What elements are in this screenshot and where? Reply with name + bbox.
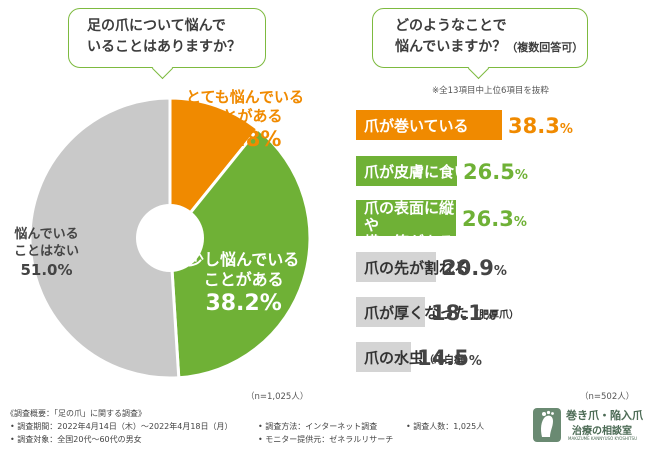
pie-value-very: 10.8% xyxy=(208,127,282,151)
pie-label-very-line1: とても悩んでいる xyxy=(186,88,305,106)
bar-label-main: 爪の水虫 xyxy=(364,349,425,367)
bar-label: 爪の水虫（爪白癬） xyxy=(364,347,474,368)
pie-label-none: 悩んでいる ことはない 51.0% xyxy=(14,226,79,280)
pie-chart xyxy=(28,96,312,380)
bar-curled-nail: 爪が巻いている xyxy=(356,110,502,140)
bar-nail-fungus: 爪の水虫（爪白癬） xyxy=(356,342,474,372)
bubble-tail xyxy=(467,57,490,80)
footer-period: • 調査期間：2022年4月14日（木）～2022年4月18日（月） xyxy=(10,422,233,431)
pie-label-little: 少し悩んでいる ことがある 38.2% xyxy=(188,250,299,318)
left-question-bubble: 足の爪について悩んで いることはありますか？ xyxy=(68,8,266,80)
bar-label-main: 爪が巻いている xyxy=(364,117,469,135)
bar-value: 38.3% xyxy=(508,114,573,138)
bar-label-sub: （爪白癬） xyxy=(424,355,475,366)
pie-label-none-line1: 悩んでいる xyxy=(14,227,79,242)
pie-label-little-line1: 少し悩んでいる xyxy=(188,250,300,269)
bar-label: 爪が厚くなった（肥厚爪） xyxy=(364,302,519,323)
bar-ridges: 爪の表面に縦や 横の筋がある xyxy=(356,200,456,251)
right-question-line1: どのようなことで xyxy=(395,18,507,34)
footer-count: • 調査人数：1,025人 xyxy=(406,422,485,431)
pie-label-none-line2: ことはない xyxy=(14,244,80,259)
pie-center-hole xyxy=(136,204,204,272)
bar-label: 爪の先が割れる xyxy=(364,257,469,278)
bar-label: 爪が巻いている xyxy=(364,115,469,136)
bar-label: 爪が皮膚に食い込む xyxy=(364,161,499,182)
left-question-line2: いることはありますか？ xyxy=(87,39,241,55)
bar-thick-nail: 爪が厚くなった（肥厚爪） xyxy=(356,297,519,327)
bar-label: 爪の表面に縦や 横の筋がある xyxy=(364,200,456,251)
bar-label-main: 爪の表面に縦や xyxy=(364,199,455,234)
bar-ingrown-nail: 爪が皮膚に食い込む xyxy=(356,156,499,186)
pie-value-none: 51.0% xyxy=(20,261,73,279)
right-question-line2: 悩んでいますか？ xyxy=(395,39,507,55)
bar-value: 18.1% xyxy=(431,301,496,325)
bar-label-main: 爪が皮膚に食い込む xyxy=(364,163,500,181)
bar-value: 26.3% xyxy=(462,207,527,231)
bar-value: 26.5% xyxy=(463,160,528,184)
bar-label-main2: 横の筋がある xyxy=(364,233,455,251)
right-question-bubble: どのようなことで 悩んでいますか？（複数回答可） xyxy=(372,8,588,80)
pie-label-little-line2: ことがある xyxy=(203,270,284,289)
pie-value-little: 38.2% xyxy=(205,291,282,316)
pie-label-very-line2: ことがある xyxy=(207,107,283,125)
right-question-note: （複数回答可） xyxy=(506,41,584,54)
footer-method: • 調査方法：インターネット調査 xyxy=(258,422,378,431)
bar-label-main: 爪が厚くなった xyxy=(364,304,470,322)
foot-icon xyxy=(533,408,561,442)
bar-value: 20.9% xyxy=(442,256,507,280)
footer-target: • 調査対象：全国20代～60代の男女 xyxy=(10,435,142,444)
bar-value: 14.5% xyxy=(417,346,482,370)
pie-slice-none xyxy=(28,96,181,380)
left-question-line1: 足の爪について悩んで xyxy=(87,18,226,34)
left-sample-size: （n=1,025人） xyxy=(246,392,309,402)
right-question-text: どのようなことで 悩んでいますか？（複数回答可） xyxy=(395,16,583,58)
logo-line1: 巻き爪・陥入爪 xyxy=(566,409,643,422)
bar-split-tip: 爪の先が割れる xyxy=(356,252,469,282)
bar-label-sub: （肥厚爪） xyxy=(469,310,520,321)
clinic-logo: 巻き爪・陥入爪 治療の相談室 MAKIZUME KANNYUSO KYOSHIT… xyxy=(532,406,643,444)
pie-slice-little xyxy=(168,126,312,380)
left-question-text: 足の爪について悩んで いることはありますか？ xyxy=(87,16,241,58)
right-sample-size: （n=502人） xyxy=(580,392,635,402)
pie-slice-very xyxy=(168,96,260,243)
bar-label-main: 爪の先が割れる xyxy=(364,259,470,277)
footer-overview: 《調査概要：「足の爪」に関する調査》 xyxy=(6,409,146,418)
footer-provider: • モニター提供元：ゼネラルリサーチ xyxy=(258,435,394,444)
pie-label-very: とても悩んでいる ことがある 10.8% xyxy=(186,88,304,152)
logo-line2: 治療の相談室 xyxy=(572,426,632,437)
logo-line3: MAKIZUME KANNYUSO KYOSHITSU xyxy=(568,436,638,441)
right-subnote: ※全13項目中上位6項目を抜粋 xyxy=(432,86,549,96)
